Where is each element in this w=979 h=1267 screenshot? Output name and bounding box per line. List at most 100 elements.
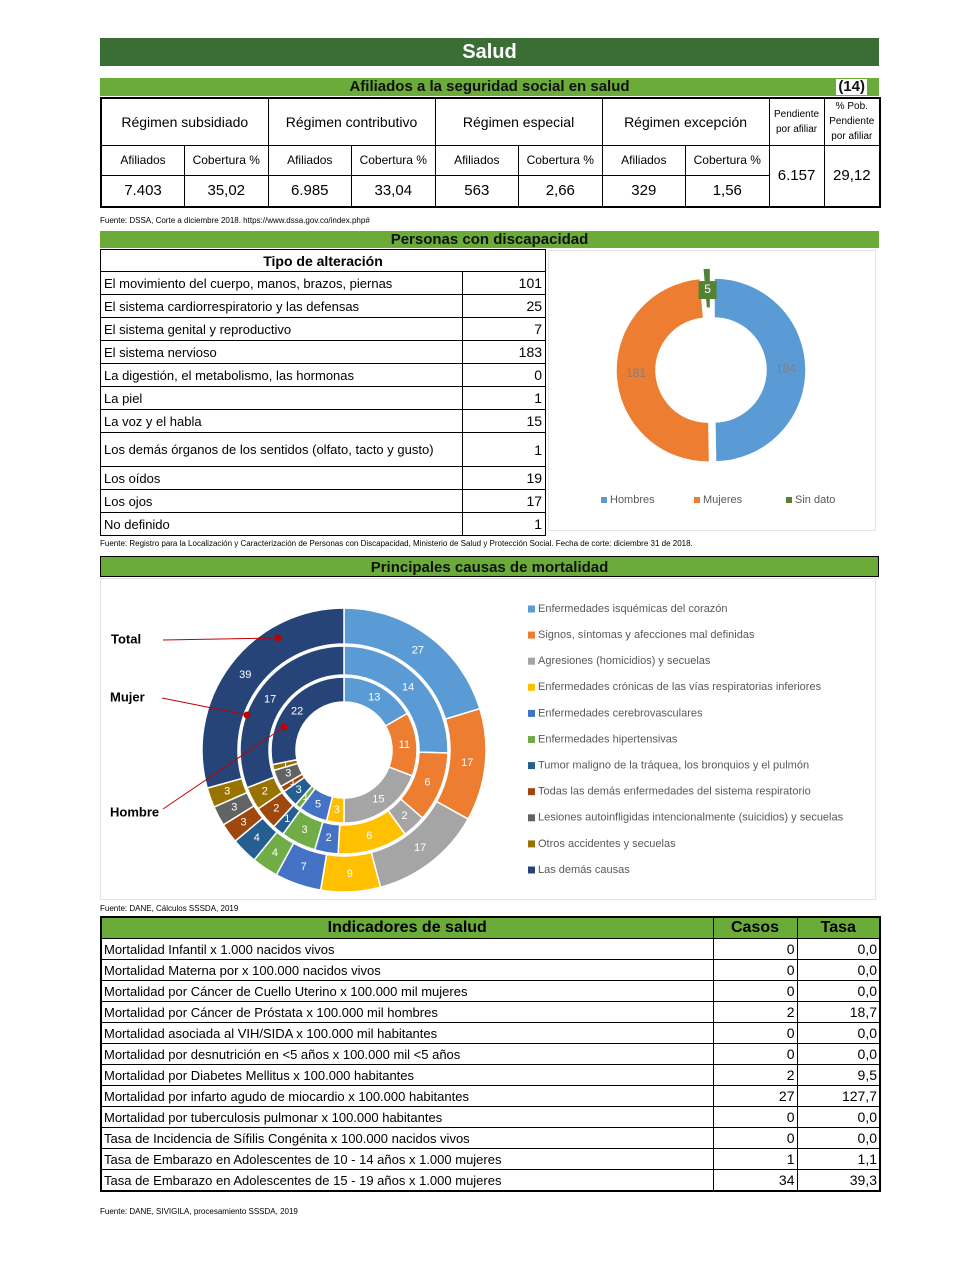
data-label: 4 <box>254 832 260 844</box>
row-label: Mortalidad asociada al VIH/SIDA x 100.00… <box>100 1022 714 1044</box>
row: Mortalidad Materna por x 100.000 nacidos… <box>100 959 881 981</box>
source: Fuente: DANE, SIVIGILA, procesamiento SS… <box>100 1207 298 1216</box>
col-header: Cobertura % <box>685 144 770 176</box>
row-value: 17 <box>461 489 547 513</box>
ring-segment <box>201 607 345 790</box>
legend-label: Lesiones autoinfligidas intencionalmente… <box>538 812 844 824</box>
regimen-name: Régimen subsidiado <box>100 97 269 146</box>
legend-swatch <box>528 788 535 796</box>
table-header: Casos <box>712 916 798 939</box>
afiliados-value: 7.403 <box>100 174 185 208</box>
cobertura-value: 2,66 <box>518 174 603 208</box>
row-value: 0,0 <box>796 938 881 960</box>
data-label: 4 <box>272 847 278 859</box>
data-label: 7 <box>301 861 307 873</box>
row: Mortalidad por Cáncer de Próstata x 100.… <box>100 1001 881 1023</box>
data-label: 6 <box>424 776 430 788</box>
label-box <box>698 281 717 300</box>
pendiente-value: 6.157 <box>768 144 825 208</box>
row-label: Mortalidad por Diabetes Mellitus x 100.0… <box>100 1064 714 1086</box>
table-header: Tasa <box>796 916 881 939</box>
row-value: 0 <box>712 1043 798 1065</box>
row-value: 15 <box>461 409 547 433</box>
row-label: La piel <box>100 386 463 410</box>
afiliados-table-wrap: Régimen subsidiado Régimen contributivo Ré… <box>100 97 882 208</box>
row-value: 25 <box>461 294 547 318</box>
data-label: 5 <box>704 282 711 296</box>
row: El sistema genital y reproductivo 7 <box>100 317 547 341</box>
row-value: 0 <box>712 959 798 981</box>
afiliados-value: 6.985 <box>267 174 353 208</box>
row-value: 34 <box>712 1169 798 1192</box>
annotation-dot <box>274 634 282 642</box>
row: Tasa de Embarazo en Adolescentes de 10 -… <box>100 1148 881 1170</box>
row: Afiliados Cobertura % Afiliados Cobertura %… <box>100 144 881 208</box>
row: No definido 1 <box>100 512 547 536</box>
row: El sistema nervioso 183 <box>100 340 547 364</box>
cobertura-value: 33,04 <box>351 174 436 208</box>
ring-label: Total <box>111 631 141 646</box>
disability-chart: 184 181 5 Hombres Mujeres Sin dato <box>548 250 876 531</box>
data-label: 6 <box>366 830 372 842</box>
col-header: Cobertura % <box>184 144 269 176</box>
legend-label: Enfermedades crónicas de las vías respir… <box>538 681 822 693</box>
row-value: 0 <box>712 1106 798 1128</box>
afiliados-value: 563 <box>434 174 520 208</box>
row-label: Tasa de Embarazo en Adolescentes de 10 -… <box>100 1148 714 1170</box>
row-value: 27 <box>712 1085 798 1107</box>
data-label: 11 <box>399 739 410 751</box>
data-label: 17 <box>414 842 426 854</box>
row: Mortalidad por infarto agudo de miocardi… <box>100 1085 881 1107</box>
row: Régimen subsidiado Régimen contributivo Ré… <box>100 97 881 146</box>
regimen-name: Régimen especial <box>434 97 603 146</box>
row: Indicadores de salud Casos Tasa <box>100 916 881 939</box>
row-label: El sistema cardiorrespiratorio y las def… <box>100 294 463 318</box>
row-label: Mortalidad por Cáncer de Cuello Uterino … <box>100 980 714 1002</box>
data-label: 27 <box>412 644 424 656</box>
table-header: Tipo de alteración <box>99 249 547 272</box>
legend-label: Las demás causas <box>538 864 630 876</box>
pct-pendiente-value: 29,12 <box>823 144 881 208</box>
row-value: 0,0 <box>796 959 881 981</box>
row-label: Mortalidad por desnutrición en <5 años x… <box>100 1043 714 1065</box>
row-value: 19 <box>461 466 547 490</box>
row-value: 1 <box>461 386 547 410</box>
row: Mortalidad por desnutrición en <5 años x… <box>100 1043 881 1065</box>
data-label: 2 <box>273 803 279 815</box>
row: Tasa de Incidencia de Sífilis Congénita … <box>100 1127 881 1149</box>
source: Fuente: DSSA, Corte a diciembre 2018. ht… <box>100 216 370 225</box>
data-label: 22 <box>291 706 303 718</box>
note: (14) <box>836 78 867 95</box>
slice-group: 184 <box>713 277 807 463</box>
row-label: La digestión, el metabolismo, las hormon… <box>100 363 463 387</box>
ring-label: Mujer <box>110 689 145 704</box>
row-value: 2 <box>712 1064 798 1086</box>
ring-segment <box>270 676 345 766</box>
row-value: 1 <box>712 1148 798 1170</box>
row: Mortalidad por Cáncer de Cuello Uterino … <box>100 980 881 1002</box>
afiliados-table: Régimen subsidiado Régimen contributivo Ré… <box>100 97 882 208</box>
legend-label: Sin dato <box>795 494 835 506</box>
donut-slice <box>713 277 807 463</box>
legend-swatch <box>528 866 535 874</box>
legend-swatch <box>528 709 535 717</box>
row: Los demás órganos de los sentidos (olfat… <box>100 432 547 467</box>
legend-swatch <box>528 840 535 848</box>
row-value: 1,1 <box>796 1148 881 1170</box>
annotation-dot <box>280 723 288 731</box>
row-value: 0,0 <box>796 1127 881 1149</box>
donut-slice <box>615 277 711 463</box>
data-label: 3 <box>285 768 291 780</box>
legend-label: Signos, síntomas y afecciones mal defini… <box>538 629 755 641</box>
col-header: Afiliados <box>100 144 185 176</box>
row-value: 101 <box>461 271 547 295</box>
col-header: Afiliados <box>267 144 353 176</box>
row-value: 183 <box>461 340 547 364</box>
data-label: 3 <box>240 817 246 829</box>
row-label: Los demás órganos de los sentidos (olfat… <box>100 432 463 467</box>
data-label: 3 <box>224 786 230 798</box>
row-value: 1 <box>461 512 547 536</box>
table-header: Indicadores de salud <box>100 916 714 939</box>
data-label: 15 <box>372 794 384 806</box>
col-header: Cobertura % <box>518 144 603 176</box>
